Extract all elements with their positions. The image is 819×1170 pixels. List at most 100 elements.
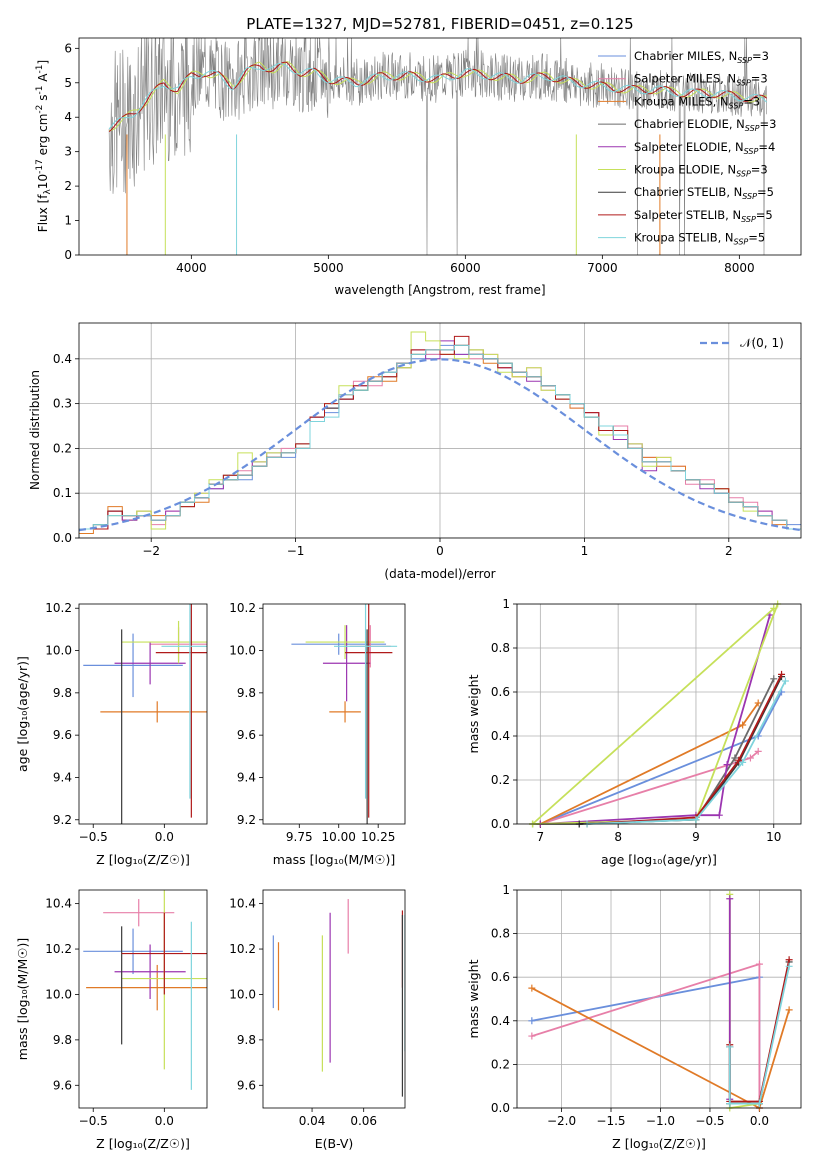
weight-marker <box>528 1017 536 1025</box>
x-axis-label: wavelength [Angstrom, rest frame] <box>334 283 545 297</box>
x-tick-label: 0.06 <box>350 1114 377 1128</box>
axes-frame <box>78 603 208 825</box>
weight-series-line <box>586 680 787 825</box>
weight-marker <box>735 756 743 764</box>
y-tick-label: 0.3 <box>53 397 72 411</box>
y-tick-label: 10.0 <box>229 644 256 658</box>
normal-curve-line <box>79 358 801 532</box>
y-tick-label: 9.2 <box>237 813 256 827</box>
x-tick-label: 9 <box>692 830 700 844</box>
x-tick-label: 10.00 <box>322 830 356 844</box>
axes-frame <box>516 603 802 825</box>
weight-series-line <box>539 702 759 825</box>
y-tick-label: 1 <box>502 597 510 611</box>
legend-label: Chabrier STELIB, NSSP=5 <box>634 185 774 201</box>
x-tick-label: −1 <box>287 544 305 558</box>
weight-marker <box>778 670 786 678</box>
y-tick-label: 2 <box>64 179 72 193</box>
weight-series-line <box>728 966 790 1105</box>
axes-frame <box>262 603 406 825</box>
y-tick-label: 9.8 <box>53 686 72 700</box>
axes-frame <box>78 322 802 539</box>
axes-frame <box>78 37 802 256</box>
y-tick-label: 0.4 <box>491 729 510 743</box>
panel-weight-vs-z: −2.0 −1.5 −1.0 −0.5 0.0 0.0 0.2 0.4 0.6 0.8 1 Z [lo… <box>466 883 802 1151</box>
x-tick-label: 6000 <box>450 261 481 275</box>
y-axis-label: mass weight <box>466 674 481 753</box>
y-tick-label: 9.4 <box>237 770 256 784</box>
y-tick-label: 10.4 <box>45 897 72 911</box>
weight-marker <box>755 1100 763 1108</box>
x-tick-label: −1.5 <box>596 1114 625 1128</box>
y-tick-label: 9.6 <box>53 728 72 742</box>
y-tick-label: 0.2 <box>491 1057 510 1071</box>
model-spectrum-line <box>108 63 768 130</box>
x-axis-label: (data-model)/error <box>384 567 495 581</box>
weight-marker <box>785 1006 793 1014</box>
plot-area <box>108 38 768 255</box>
y-tick-label: 9.8 <box>237 1033 256 1047</box>
weight-marker <box>726 1043 734 1051</box>
y-tick-label: 0.8 <box>491 641 510 655</box>
y-tick-label: 0 <box>64 248 72 262</box>
x-tick-label: 0.0 <box>155 1114 174 1128</box>
weight-marker <box>781 677 789 685</box>
y-tick-label: 0.6 <box>491 970 510 984</box>
y-tick-label: 10.0 <box>45 987 72 1001</box>
x-tick-label: 5000 <box>313 261 344 275</box>
panel-mass-vs-ebv: 0.04 0.06 9.6 9.8 10.0 10.2 10.4 E(B-V) <box>229 889 406 1151</box>
y-axis-label: Flux [fλ10-17 erg cm-2 s-1 A-1] <box>35 60 53 232</box>
y-tick-label: 9.8 <box>53 1033 72 1047</box>
x-axis-label: Z [log₁₀(Z/Z☉)] <box>96 1136 190 1151</box>
legend-label: Salpeter MILES, NSSP=3 <box>634 72 768 88</box>
plot-area <box>291 604 398 824</box>
x-tick-label: −2 <box>142 544 160 558</box>
axes-frame <box>78 889 208 1109</box>
y-tick-label: 0.0 <box>491 817 510 831</box>
panel-residuals: −2 −1 0 1 2 0.0 0.1 0.2 0.3 0.4 𝒩(0, 1) (data-model… <box>28 322 802 581</box>
legend-label: Chabrier ELODIE, NSSP=3 <box>634 117 776 133</box>
panel-weight-vs-age: 7 8 9 10 0.0 0.2 0.4 0.6 0.8 1 age [log₁₀(age/yr)]… <box>466 597 802 867</box>
x-tick-label: 8000 <box>724 261 755 275</box>
x-tick-label: 10.25 <box>361 830 395 844</box>
y-tick-label: 9.8 <box>237 686 256 700</box>
y-tick-label: 9.6 <box>237 728 256 742</box>
legend: Chabrier MILES, NSSP=3 Salpeter MILES, NS… <box>598 49 776 247</box>
x-tick-label: 7000 <box>587 261 618 275</box>
y-tick-label: 0.1 <box>53 486 72 500</box>
weight-marker <box>692 816 700 824</box>
weight-marker <box>754 699 762 707</box>
y-tick-label: 4 <box>64 110 72 124</box>
weight-series-line <box>532 607 775 825</box>
weight-series-line <box>540 614 771 825</box>
y-tick-label: 0.0 <box>491 1101 510 1115</box>
weight-marker <box>739 721 747 729</box>
legend-label: Salpeter STELIB, NSSP=5 <box>634 208 773 224</box>
y-tick-label: 0.6 <box>491 685 510 699</box>
y-tick-label: 10.4 <box>229 897 256 911</box>
y-tick-label: 9.6 <box>53 1078 72 1092</box>
plot-area <box>79 323 801 538</box>
weight-series-line <box>531 976 761 1108</box>
legend-label: Salpeter ELODIE, NSSP=4 <box>634 140 775 156</box>
legend-label: Kroupa ELODIE, NSSP=3 <box>634 163 768 179</box>
x-axis-label: Z [log₁₀(Z/Z☉)] <box>96 852 190 867</box>
y-axis-label: mass weight <box>466 959 481 1038</box>
y-tick-label: 0.8 <box>491 927 510 941</box>
y-tick-label: 10.2 <box>45 601 72 615</box>
y-tick-label: 5 <box>64 76 72 90</box>
plot-area <box>272 899 405 1097</box>
weight-marker <box>731 754 739 762</box>
weight-marker <box>770 604 778 612</box>
x-tick-label: 0.0 <box>155 830 174 844</box>
y-axis-label: age [log₁₀(age/yr)] <box>15 656 30 772</box>
panels: 4000 5000 6000 7000 8000 0 1 2 3 4 5 6 Chabrier MILE… <box>15 37 802 1151</box>
x-tick-label: −2.0 <box>547 1114 576 1128</box>
panel-mass-vs-z: −0.5 0.0 9.6 9.8 10.0 10.2 10.4 Z [log₁₀(Z/Z☉)]… <box>15 889 208 1151</box>
plot-area <box>83 890 207 1090</box>
x-tick-label: 0 <box>436 544 444 558</box>
x-tick-label: 4000 <box>176 261 207 275</box>
x-tick-label: −0.5 <box>79 1114 108 1128</box>
weight-marker <box>528 1032 536 1040</box>
